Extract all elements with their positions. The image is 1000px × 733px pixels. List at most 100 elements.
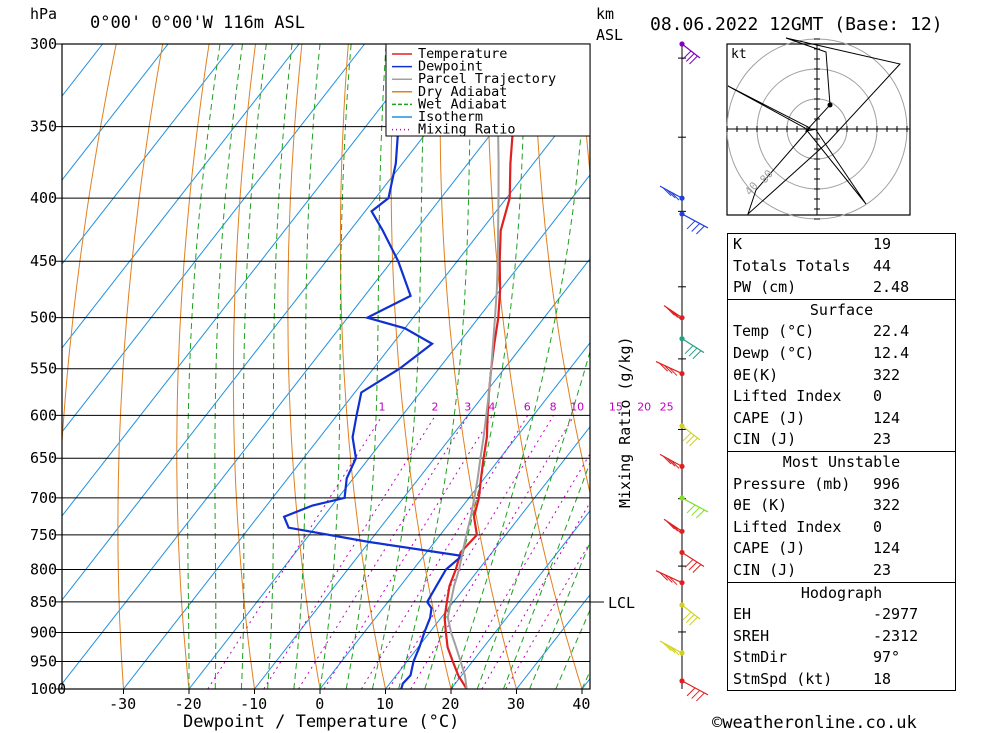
series-line-parcel-trajectory [446,44,500,689]
legend-label: Dewpoint [418,59,483,75]
x-tick-label: -20 [175,695,202,713]
dry-adiabat-line [117,44,164,689]
wet-adiabat-line [214,44,243,689]
row-value: -2977 [873,605,919,624]
table-row: θE(K) 322 [728,365,955,387]
wind-barb-feather [670,460,680,469]
mixing-ratio-tick-label: 15 [609,400,623,413]
pressure-tick-label: 600 [30,406,57,424]
x-tick-label: 30 [507,695,525,713]
x-tick-label: -10 [240,695,267,713]
row-key: Lifted Index [733,387,842,406]
wind-barb-feather [668,576,678,586]
km-unit: km [596,5,614,23]
dry-adiabat-line [439,44,517,689]
row-key: EH [733,605,752,624]
profile-lines [282,44,516,689]
wind-barb-feather [663,574,673,583]
indices-table: K 19 Totals Totals 44 PW (cm) 2.48 Surface Te… [727,233,956,692]
wind-barb-feather [686,687,696,697]
isotherm-line [62,44,562,685]
wind-barb-feather [672,311,682,321]
lcl-label: LCL [608,594,635,612]
wind-barb-feather [666,644,676,654]
dry-adiabat-line [487,44,583,689]
row-value: 97° [873,648,901,667]
table-row: Lifted Index 0 [728,386,955,408]
wind-barb-feather [666,457,676,467]
pressure-tick-label: 800 [30,560,57,578]
mixing-ratio-line [207,415,383,689]
wind-barb-feather [659,362,668,372]
wind-barb-feather [691,690,701,699]
row-value: 23 [873,560,892,579]
x-tick-label: 0 [315,695,324,713]
isotherm-line [62,44,365,433]
wind-barb-feather [684,559,694,568]
wind-barb-feather [691,507,701,516]
wind-barb-feather [659,572,668,581]
row-key: Lifted Index [733,517,842,536]
credit: ©weatheronline.co.uk [712,713,917,733]
legend-label: Isotherm [418,109,483,125]
table-row: K 19 [728,234,955,256]
table-row: StmDir 97° [728,647,955,669]
wind-barb-feather [669,309,679,318]
wind-barb-feather [668,367,678,376]
wet-adiabat-line [187,44,221,689]
storm-motion-dot [827,102,833,108]
row-value: 22.4 [873,322,910,341]
mixing-ratio-tick-label: 20 [637,400,651,413]
row-key: PW (cm) [733,278,797,297]
isotherm-line [62,44,234,265]
isobar-lines [56,43,590,690]
wind-barb-feather [662,187,672,197]
wet-adiabat-line [345,44,387,689]
legend-label: Wet Adiabat [418,96,507,112]
isotherm-line [62,44,496,601]
table-row: Pressure (mb) 996 [728,474,955,496]
mixing-ratio-tick-label: 6 [524,400,531,413]
pressure-tick-label: 850 [30,593,57,611]
surface-title: Surface [728,298,955,322]
table-row: CIN (J) 23 [728,429,955,451]
isotherm-line [319,342,590,689]
hpa-unit: hPa [30,5,57,23]
datetime-title: 08.06.2022 12GMT (Base: 12) [650,14,943,35]
row-key: Totals Totals [733,256,851,275]
pressure-tick-label: 900 [30,624,57,642]
wind-barb-feather [686,220,696,230]
row-value: -2312 [873,626,919,645]
dry-adiabat-line [62,44,117,450]
series-line-dewpoint [282,44,465,689]
wind-barb-feather [692,564,702,573]
wind-barb-feather [689,55,698,65]
row-key: StmSpd (kt) [733,669,833,688]
wind-barb-feather [669,522,679,532]
mixing-ratio-line [263,415,436,689]
row-value: 996 [873,474,901,493]
pressure-tick-label: 1000 [30,680,66,698]
wind-barb-feather [672,524,682,534]
isotherm-line [450,509,590,689]
table-row: SREH -2312 [728,626,955,648]
row-value: 19 [873,235,892,253]
wind-barb-feather [688,561,698,571]
mixing-ratio-line [360,415,529,689]
row-value: 322 [873,365,901,384]
pressure-tick-label: 500 [30,309,57,327]
mixing-ratio-axis-label: Mixing Ratio (g/kg) [616,336,634,508]
wet-adiabat-line [293,44,321,689]
dry-adiabat-line [952,44,1000,689]
x-axis-label: Dewpoint / Temperature (°C) [183,712,459,732]
pressure-tick-label: 750 [30,526,57,544]
isotherm-line [385,426,590,689]
mixing-ratio-line [505,541,590,689]
most-unstable-title: Most Unstable [728,450,955,474]
table-row: Temp (°C) 22.4 [728,321,955,343]
legend-label: Mixing Ratio [418,122,516,138]
wind-barb-feather [696,225,705,235]
wind-barb-feather [692,350,702,360]
row-key: Pressure (mb) [733,474,851,493]
row-key: CAPE (J) [733,408,806,427]
